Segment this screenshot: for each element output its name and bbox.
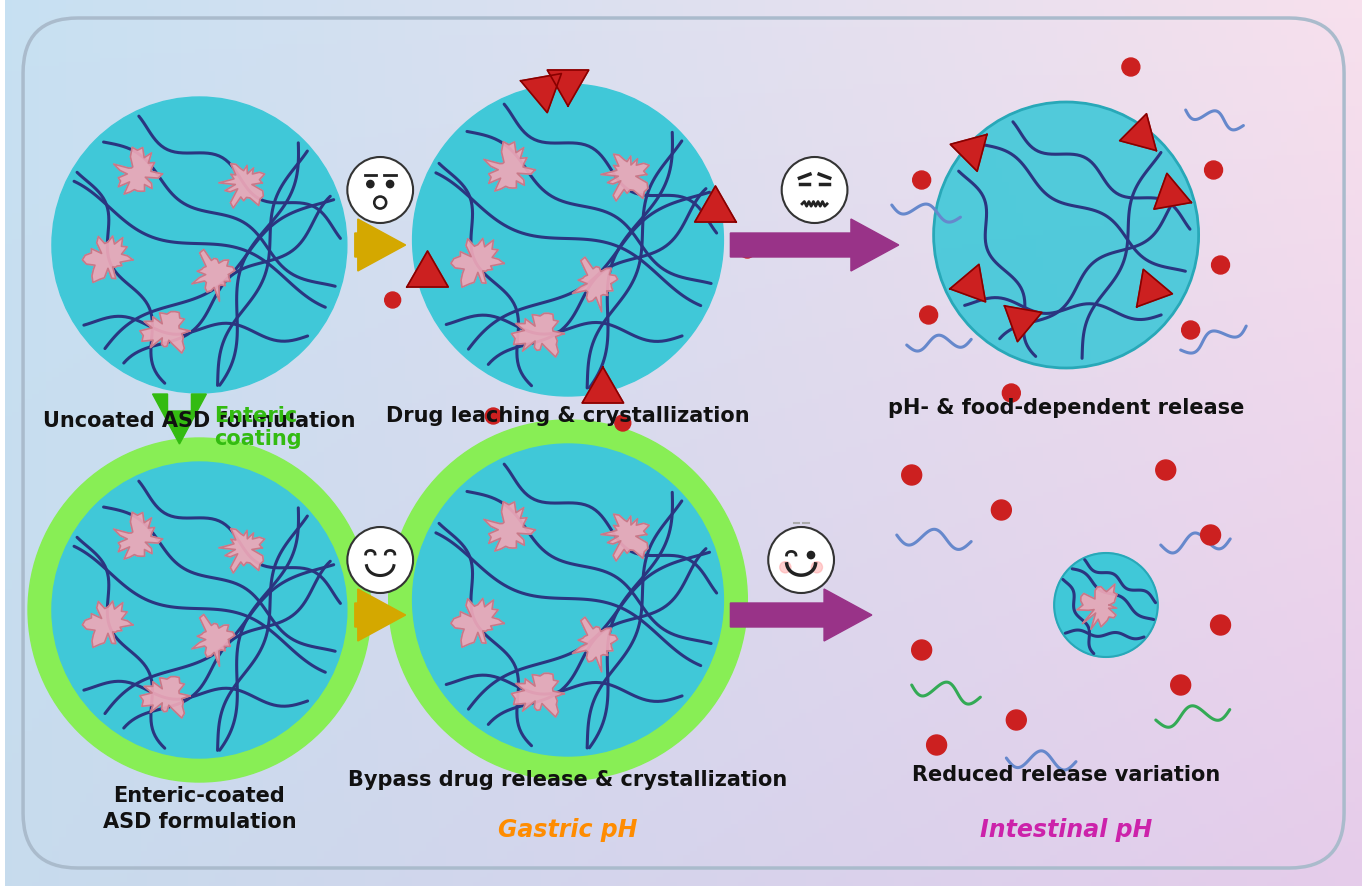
Circle shape [485,408,501,424]
Circle shape [388,420,748,780]
Polygon shape [601,154,650,201]
Polygon shape [933,102,1199,368]
Circle shape [52,462,347,758]
Polygon shape [1077,584,1117,629]
Polygon shape [192,250,234,301]
Polygon shape [140,312,189,353]
Circle shape [740,242,756,258]
Circle shape [1182,321,1200,339]
Polygon shape [484,501,535,551]
Circle shape [614,415,631,431]
FancyArrow shape [730,219,899,271]
Circle shape [366,181,375,188]
Polygon shape [451,598,504,648]
Polygon shape [1120,113,1156,151]
Circle shape [29,438,370,782]
Polygon shape [219,164,264,208]
Circle shape [376,198,384,206]
Text: Drug leaching & crystallization: Drug leaching & crystallization [387,406,750,426]
Circle shape [782,157,847,223]
Circle shape [413,444,723,756]
Circle shape [52,97,347,393]
Circle shape [1156,460,1175,480]
Polygon shape [582,367,624,403]
Circle shape [384,292,400,308]
Circle shape [1122,58,1140,76]
Circle shape [768,527,834,593]
Polygon shape [219,529,264,573]
Circle shape [913,171,930,189]
Polygon shape [572,257,618,312]
Text: pH- & food-dependent release: pH- & food-dependent release [888,398,1245,418]
Polygon shape [949,264,986,302]
Polygon shape [451,238,504,287]
Polygon shape [113,512,162,559]
Polygon shape [520,74,561,113]
Text: Intestinal pH: Intestinal pH [981,818,1152,842]
Circle shape [992,500,1012,520]
Text: Uncoated ASD formulation: Uncoated ASD formulation [44,411,355,431]
Circle shape [1211,615,1230,635]
Circle shape [911,640,932,660]
Polygon shape [511,314,564,357]
Circle shape [1002,384,1020,402]
FancyArrow shape [153,394,207,444]
Circle shape [413,84,723,396]
FancyArrow shape [355,219,406,271]
Polygon shape [82,236,133,283]
FancyArrow shape [730,589,872,641]
Text: Gastric pH: Gastric pH [498,818,637,842]
Circle shape [926,735,947,755]
Polygon shape [113,147,162,194]
FancyArrow shape [355,589,406,641]
Polygon shape [1154,174,1192,209]
Polygon shape [407,251,448,287]
Circle shape [387,181,394,188]
Polygon shape [1005,306,1042,342]
Polygon shape [548,70,588,106]
Circle shape [1054,553,1158,657]
Text: Bypass drug release & crystallization: Bypass drug release & crystallization [349,770,787,790]
Circle shape [1212,256,1230,274]
Text: Enteric
coating: Enteric coating [214,406,302,449]
Circle shape [347,527,413,593]
Circle shape [808,551,814,559]
Circle shape [373,196,387,209]
Polygon shape [140,677,189,718]
Polygon shape [484,142,535,191]
Polygon shape [695,186,735,222]
Circle shape [1171,675,1190,695]
Circle shape [902,465,922,485]
Polygon shape [951,135,987,171]
Text: Reduced release variation: Reduced release variation [913,765,1220,785]
Polygon shape [82,601,133,648]
Circle shape [1201,525,1220,545]
Polygon shape [192,614,234,666]
Polygon shape [511,673,564,717]
Polygon shape [601,514,650,561]
Circle shape [919,306,937,324]
Text: Enteric-coated
ASD formulation: Enteric-coated ASD formulation [102,786,296,832]
Circle shape [347,157,413,223]
Circle shape [812,562,823,573]
Circle shape [1204,161,1223,179]
Circle shape [1007,710,1027,730]
Polygon shape [1137,269,1173,307]
Circle shape [780,562,791,573]
Polygon shape [572,618,618,672]
